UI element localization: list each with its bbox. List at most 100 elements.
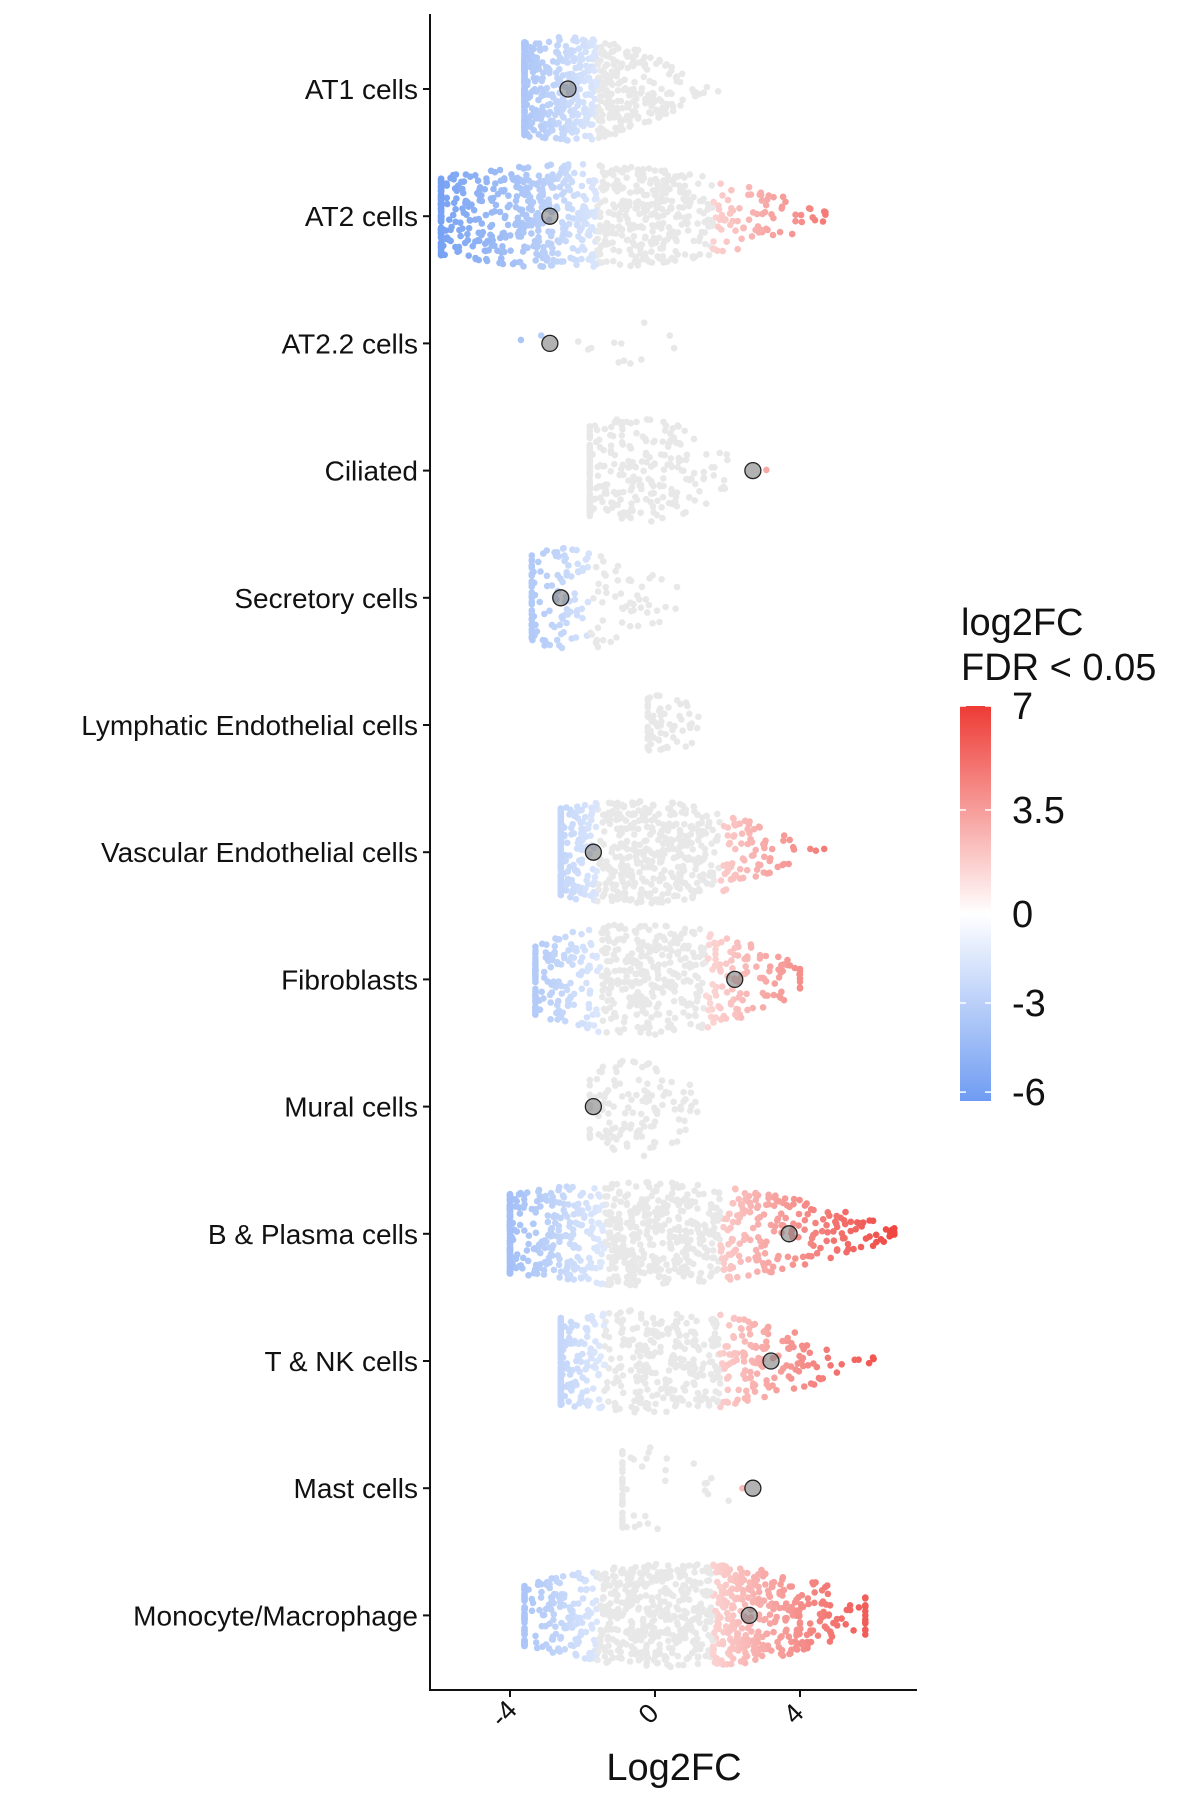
data-point xyxy=(525,94,532,102)
data-point xyxy=(658,205,666,213)
data-point xyxy=(521,102,528,110)
data-point xyxy=(577,958,584,965)
data-point xyxy=(680,510,687,517)
data-point xyxy=(555,997,562,1005)
data-point xyxy=(535,1186,543,1194)
data-point xyxy=(565,101,573,109)
data-point xyxy=(592,1364,599,1372)
data-point xyxy=(556,642,563,649)
data-point xyxy=(647,1123,655,1130)
data-point xyxy=(496,166,504,174)
data-point xyxy=(796,985,804,992)
data-point xyxy=(523,1247,531,1254)
data-point xyxy=(667,455,675,462)
data-point xyxy=(481,247,489,254)
data-point xyxy=(614,562,622,570)
data-point xyxy=(615,359,622,366)
data-point xyxy=(604,1210,611,1218)
data-point xyxy=(619,441,627,448)
data-point xyxy=(641,804,649,812)
data-point xyxy=(651,1257,658,1264)
data-point xyxy=(535,233,542,241)
data-point xyxy=(564,71,571,78)
data-point xyxy=(689,894,696,902)
data-point xyxy=(654,1330,661,1337)
data-point xyxy=(650,209,658,217)
data-point xyxy=(693,724,701,732)
data-point xyxy=(833,1246,841,1253)
data-point xyxy=(681,251,689,258)
data-point xyxy=(501,214,509,222)
data-point xyxy=(547,1016,554,1023)
data-point xyxy=(629,1237,637,1245)
data-point xyxy=(690,254,697,262)
data-point xyxy=(585,926,593,934)
data-point xyxy=(699,814,706,821)
data-point xyxy=(755,1354,762,1362)
data-point xyxy=(599,168,607,176)
data-point xyxy=(696,953,703,961)
data-point xyxy=(635,476,643,483)
data-point xyxy=(618,340,625,347)
data-point xyxy=(616,967,623,974)
data-point xyxy=(767,855,774,862)
data-point xyxy=(804,1210,811,1218)
data-point xyxy=(686,476,693,484)
data-point xyxy=(472,216,479,223)
data-point xyxy=(768,845,776,853)
data-point xyxy=(675,458,683,465)
data-point xyxy=(450,199,458,207)
data-point xyxy=(594,897,601,905)
points-layer xyxy=(437,34,898,1671)
data-point xyxy=(748,233,756,240)
data-point xyxy=(577,1393,585,1400)
data-point xyxy=(546,607,553,615)
data-point xyxy=(657,729,664,737)
data-point xyxy=(472,254,479,262)
data-point xyxy=(569,129,576,136)
data-point xyxy=(654,736,662,743)
data-point xyxy=(649,503,657,510)
data-point xyxy=(569,928,577,936)
data-point xyxy=(685,1401,693,1408)
data-point xyxy=(679,879,687,887)
data-point xyxy=(691,1011,699,1019)
data-point xyxy=(786,962,794,969)
data-point xyxy=(521,85,528,92)
data-point xyxy=(607,468,614,475)
data-point xyxy=(723,1375,731,1382)
data-point xyxy=(678,995,685,1003)
data-point xyxy=(720,1223,727,1231)
data-point xyxy=(748,852,756,859)
data-point xyxy=(702,1388,709,1395)
data-point xyxy=(578,968,586,975)
data-point xyxy=(595,1028,602,1036)
data-point xyxy=(771,1223,779,1230)
data-point xyxy=(596,1263,604,1271)
data-point xyxy=(684,1191,691,1198)
data-point xyxy=(651,887,659,894)
data-point xyxy=(650,875,657,882)
data-point xyxy=(621,1014,629,1021)
data-point xyxy=(571,1242,578,1249)
data-point xyxy=(611,130,619,138)
data-point xyxy=(680,1088,687,1096)
data-point xyxy=(632,1183,640,1190)
data-point xyxy=(620,201,628,208)
data-point xyxy=(603,1029,610,1036)
data-point xyxy=(459,225,466,232)
data-point xyxy=(856,1220,863,1228)
data-point xyxy=(515,1262,523,1270)
data-point xyxy=(535,558,542,566)
data-point xyxy=(650,438,657,446)
data-point xyxy=(672,605,679,612)
data-point xyxy=(625,198,633,206)
data-point xyxy=(683,451,691,459)
data-point xyxy=(475,191,483,198)
data-point xyxy=(641,856,649,864)
data-point xyxy=(595,1356,602,1364)
data-point xyxy=(557,1268,565,1275)
data-point xyxy=(565,1334,573,1342)
data-point xyxy=(650,482,657,490)
data-point xyxy=(667,930,674,937)
